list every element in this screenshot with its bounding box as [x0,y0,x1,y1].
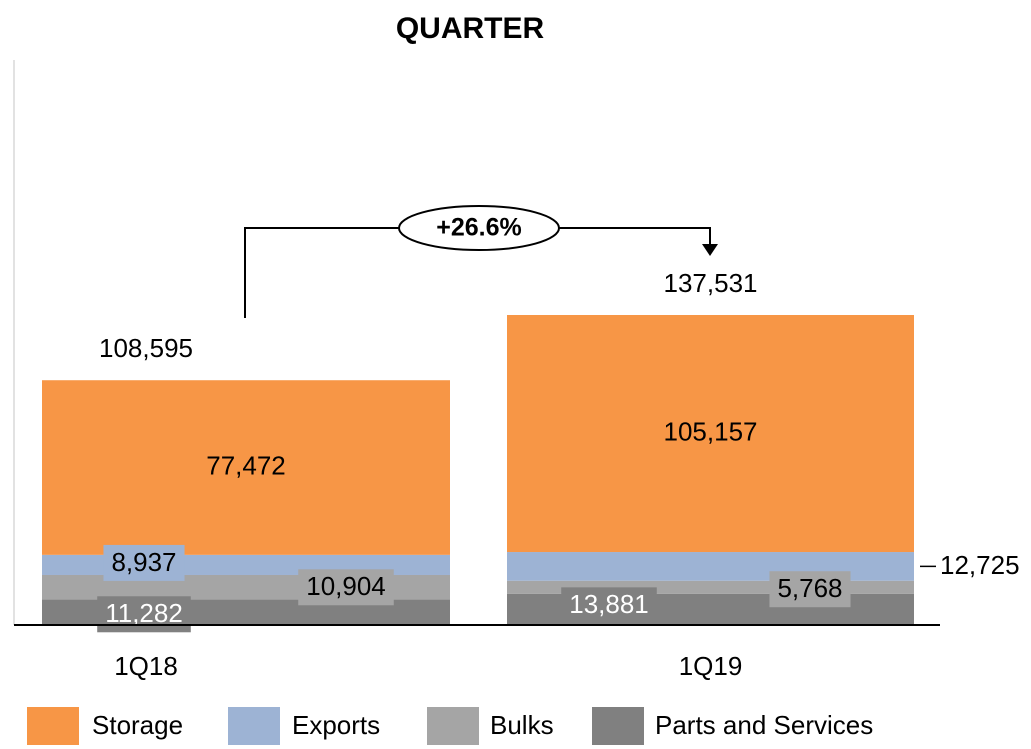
label-box [97,596,191,633]
value-label: 10,904 [306,571,386,601]
legend-label: Storage [92,710,183,740]
x-tick-label: 1Q19 [679,651,743,681]
bar-segment [42,380,450,555]
legend-label: Parts and Services [655,710,873,740]
value-label: 12,725 [940,550,1020,580]
legend-swatch [27,707,79,745]
label-box [103,544,185,581]
legend-swatch [228,707,280,745]
bar-segment [507,552,914,581]
legend-swatch [592,707,644,745]
chart-title: QUARTER [396,12,545,45]
bracket [244,227,711,318]
label-box [769,571,851,608]
total-label: 137,531 [664,268,758,298]
annotation: +26.6% [436,214,522,242]
label-box [298,569,394,606]
value-label: 105,157 [664,416,758,446]
total-label: 108,595 [99,333,193,363]
value-label: 8,937 [111,547,176,577]
legend-label: Exports [292,710,380,740]
value-label: 5,768 [777,573,842,603]
annotation-bubble [398,205,560,251]
legend-label: Bulks [490,710,554,740]
value-label: 77,472 [206,450,286,480]
label-box [561,587,657,624]
x-tick-label: 1Q18 [114,651,178,681]
value-label: 13,881 [569,589,649,619]
legend-swatch [427,707,479,745]
bar-segment [507,315,914,553]
arrow-head [702,244,718,256]
value-label: 11,282 [105,598,183,628]
